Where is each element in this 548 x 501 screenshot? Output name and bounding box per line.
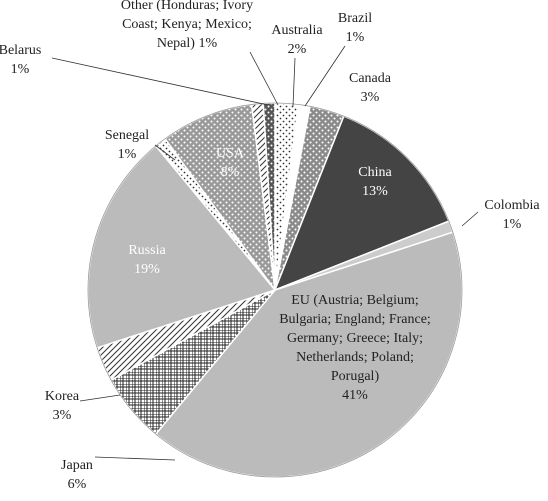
slice-label: Japan 6% <box>47 456 107 494</box>
value-label: 41% <box>342 388 368 403</box>
category-label: Russia <box>128 243 166 258</box>
leader-line <box>292 57 296 107</box>
slice-label: Other (Honduras; Ivory Coast; Kenya; Mex… <box>107 0 267 53</box>
value-label: 8% <box>220 165 240 180</box>
leader-line <box>94 456 176 461</box>
value-label: 1% <box>198 36 218 51</box>
slice-label: Brazil 1% <box>325 9 385 47</box>
category-label: Brazil <box>337 11 373 26</box>
value-label: 2% <box>287 42 307 57</box>
value-label: 13% <box>362 184 388 199</box>
slice-label: EU (Austria; Belgium; Bulgaria; England;… <box>278 291 433 405</box>
value-label: 1% <box>502 217 522 232</box>
slice-label: Canada 3% <box>335 69 405 107</box>
leader-line <box>79 394 121 402</box>
slice-label: Senegal 1% <box>92 126 162 164</box>
slice-label: Colombia 1% <box>472 196 548 234</box>
value-label: 1% <box>345 30 365 45</box>
category-label: USA <box>215 146 244 161</box>
category-label: Belarus <box>0 43 42 58</box>
category-label: Japan <box>61 458 93 473</box>
leader-line <box>304 45 346 107</box>
leader-line <box>51 57 269 106</box>
slice-label: Russia 19% <box>112 241 182 279</box>
value-label: 6% <box>67 477 87 492</box>
category-label: EU (Austria; Belgium; Bulgaria; England;… <box>279 293 431 384</box>
leader-line <box>461 211 479 227</box>
category-label: Australia <box>271 23 323 38</box>
category-label: China <box>358 165 392 180</box>
leader-line <box>249 51 279 106</box>
category-label: Other (Honduras; Ivory Coast; Kenya; Mex… <box>120 0 254 51</box>
category-label: Canada <box>349 71 391 86</box>
leader-line <box>154 144 176 161</box>
slice-label: Belarus 1% <box>0 41 50 79</box>
value-label: 3% <box>360 90 380 105</box>
slice-label: Australia 2% <box>252 21 342 59</box>
slice-label: USA 8% <box>200 144 260 182</box>
category-label: Korea <box>44 389 80 404</box>
value-label: 3% <box>52 408 72 423</box>
slice-label: China 13% <box>340 163 410 201</box>
slice-label: Korea 3% <box>32 387 92 425</box>
category-label: Colombia <box>484 198 540 213</box>
category-label: Senegal <box>104 128 150 143</box>
value-label: 1% <box>117 147 137 162</box>
value-label: 19% <box>134 262 160 277</box>
value-label: 1% <box>10 62 30 77</box>
